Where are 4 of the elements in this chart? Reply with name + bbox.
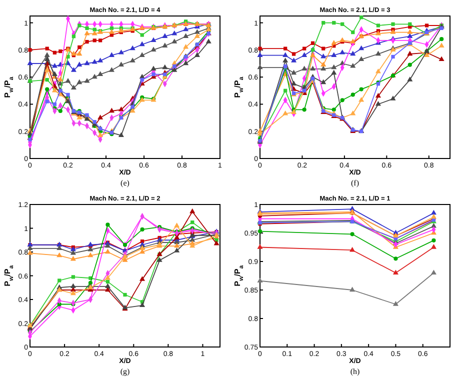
text: (f) <box>351 178 360 188</box>
text: (h) <box>350 367 360 376</box>
text: (g) <box>120 367 130 376</box>
text: (e) <box>120 178 130 188</box>
